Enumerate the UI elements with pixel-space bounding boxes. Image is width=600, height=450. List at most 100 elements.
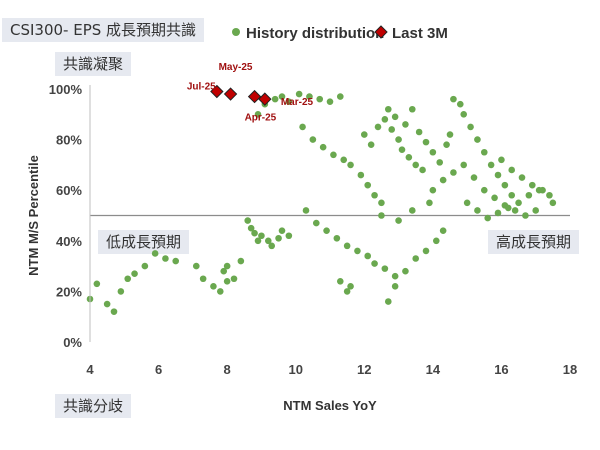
history-point xyxy=(374,123,382,131)
history-point xyxy=(264,237,272,245)
history-point xyxy=(210,283,217,290)
history-point xyxy=(312,219,320,227)
history-point xyxy=(549,199,557,207)
history-point xyxy=(535,186,543,194)
history-point xyxy=(446,131,454,138)
history-point xyxy=(432,237,440,245)
y-tick-label: 80% xyxy=(56,133,82,148)
history-point xyxy=(480,186,488,194)
history-point xyxy=(151,250,159,257)
label-low-growth: 低成長預期 xyxy=(98,230,190,254)
history-point xyxy=(436,159,444,166)
history-point xyxy=(504,204,512,212)
history-point xyxy=(498,156,505,164)
x-axis-title: NTM Sales YoY xyxy=(283,398,377,413)
y-tick-label: 0% xyxy=(63,335,82,350)
y-tick-label: 60% xyxy=(56,183,82,198)
history-point xyxy=(487,161,495,169)
history-point xyxy=(463,199,471,207)
recent-point xyxy=(258,92,272,106)
history-point xyxy=(378,199,385,207)
history-point xyxy=(422,138,430,146)
history-point xyxy=(230,275,238,283)
history-point xyxy=(525,191,533,199)
chart-title: CSI300- EPS 成長預期共識 xyxy=(2,18,205,42)
history-point xyxy=(364,252,372,260)
history-point xyxy=(354,247,361,255)
history-point xyxy=(330,151,337,159)
history-point xyxy=(395,136,402,143)
history-point xyxy=(162,255,169,262)
history-point xyxy=(518,174,526,181)
history-point xyxy=(419,166,426,174)
x-tick-label: 4 xyxy=(86,362,94,377)
x-tick-label: 10 xyxy=(288,362,302,377)
history-point xyxy=(398,146,406,154)
history-point xyxy=(494,171,502,179)
history-point xyxy=(515,199,522,207)
history-point xyxy=(223,277,231,285)
history-point xyxy=(237,257,245,265)
history-point xyxy=(319,143,327,151)
y-tick-label: 40% xyxy=(56,234,82,249)
history-point xyxy=(371,260,378,267)
annotation-label: Jul-25 xyxy=(187,82,216,93)
history-point xyxy=(391,283,399,290)
history-point xyxy=(110,308,118,315)
history-point xyxy=(285,232,293,240)
label-high-growth: 高成長預期 xyxy=(488,230,580,254)
history-point xyxy=(199,275,207,283)
history-point xyxy=(124,275,132,283)
history-point xyxy=(491,194,498,202)
history-point xyxy=(278,93,286,100)
y-tick-label: 20% xyxy=(56,284,82,299)
history-point xyxy=(360,131,368,138)
history-point xyxy=(511,207,519,214)
history-point xyxy=(278,227,286,234)
history-point xyxy=(412,161,420,169)
history-point xyxy=(271,95,279,103)
history-point xyxy=(443,141,450,148)
history-point xyxy=(391,113,399,121)
x-tick-label: 16 xyxy=(494,362,508,377)
history-point xyxy=(333,234,341,242)
history-point xyxy=(426,199,433,207)
history-point xyxy=(275,234,282,242)
history-point xyxy=(244,217,252,224)
history-point xyxy=(395,217,402,224)
history-point xyxy=(405,154,413,161)
history-point xyxy=(347,283,354,290)
history-point xyxy=(508,191,516,199)
x-tick-label: 12 xyxy=(357,362,371,377)
history-point xyxy=(402,267,409,275)
history-point xyxy=(422,247,430,255)
history-point xyxy=(484,214,492,222)
history-point xyxy=(364,181,372,189)
history-point xyxy=(103,300,111,308)
legend-recent-marker xyxy=(374,25,388,39)
history-point xyxy=(480,148,488,156)
history-point xyxy=(391,272,399,280)
history-point xyxy=(429,148,437,156)
history-point xyxy=(367,141,375,148)
history-point xyxy=(460,111,468,118)
history-point xyxy=(357,171,365,179)
history-point xyxy=(326,98,334,105)
history-point xyxy=(402,121,409,128)
history-point xyxy=(347,161,354,169)
history-point xyxy=(384,298,392,305)
x-tick-label: 14 xyxy=(426,362,441,377)
history-point xyxy=(336,277,344,285)
history-point xyxy=(381,116,389,123)
history-point xyxy=(309,136,317,143)
recent-point xyxy=(223,87,238,101)
x-tick-label: 8 xyxy=(224,362,231,377)
history-point xyxy=(306,93,313,100)
history-point xyxy=(532,207,540,214)
history-point xyxy=(117,288,125,295)
history-point xyxy=(371,191,378,199)
history-point xyxy=(522,212,529,219)
history-point xyxy=(456,100,464,108)
history-point xyxy=(131,270,138,277)
